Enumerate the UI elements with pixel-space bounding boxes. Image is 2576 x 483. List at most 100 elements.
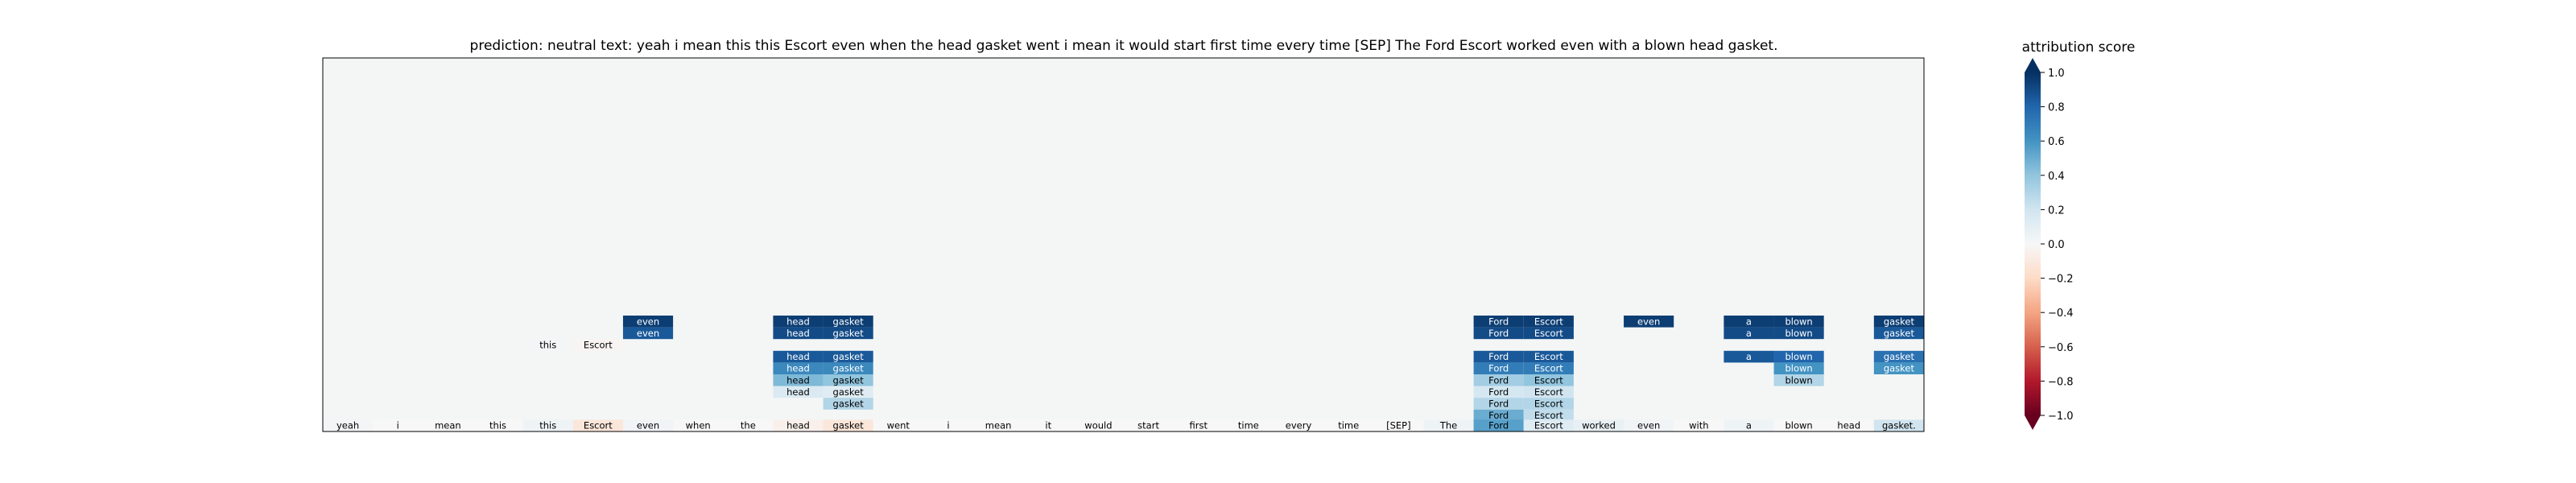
token-axis-label: time — [1238, 420, 1259, 431]
attribution-label: blown — [1785, 363, 1812, 374]
token-axis-label: time — [1338, 420, 1359, 431]
attribution-label: Ford — [1488, 386, 1509, 398]
colorbar-bottom-arrow — [2025, 415, 2041, 430]
attribution-cell — [1473, 386, 1524, 398]
token-axis-cell — [673, 419, 724, 431]
token-axis-label: i — [397, 420, 399, 431]
token-axis-label: Ford — [1488, 420, 1509, 431]
attribution-cell — [1873, 362, 1924, 374]
token-axis-label: [SEP] — [1386, 420, 1410, 431]
colorbar-gradient — [2025, 72, 2041, 415]
attribution-label: gasket — [833, 386, 865, 398]
attribution-label: Escort — [1534, 328, 1563, 339]
token-axis-cell — [1724, 419, 1774, 431]
token-axis-cell — [973, 419, 1024, 431]
attribution-cell — [773, 386, 824, 398]
token-axis-cell — [823, 419, 873, 431]
attribution-cell — [823, 362, 873, 374]
attribution-label: Escort — [1534, 398, 1563, 410]
attribution-cell — [622, 327, 674, 340]
attribution-label: gasket — [1884, 363, 1915, 374]
token-axis-label: blown — [1785, 420, 1812, 431]
colorbar-tick-label: 1.0 — [2048, 68, 2065, 80]
colorbar-ticks: 1.0 0.8 0.6 0.4 0.2 0.0 −0.2 −0.4 −0.6 −0.8 −1.0 — [2041, 68, 2074, 423]
token-axis-cell — [1223, 419, 1274, 431]
token-axis-cell — [323, 419, 374, 431]
chart-title: prediction: neutral text: yeah i mean th… — [470, 38, 1778, 54]
attribution-cell — [1473, 374, 1524, 386]
token-axis-label: yeah — [336, 420, 359, 431]
attribution-label: gasket — [1884, 351, 1915, 362]
attribution-cell — [823, 327, 873, 340]
attribution-cell — [522, 339, 573, 351]
attribution-cell — [773, 327, 824, 340]
colorbar-tick-label: −0.6 — [2048, 342, 2074, 354]
heatmap-axes: even head gasket Ford Escort even a blown gasket… — [322, 57, 1925, 432]
token-axis-cell — [473, 419, 523, 431]
token-axis-label: Escort — [1534, 420, 1563, 431]
attribution-cell — [1523, 374, 1574, 386]
attribution-cell — [773, 362, 824, 374]
attribution-label: head — [786, 351, 810, 362]
attribution-label: Escort — [1534, 316, 1563, 327]
attribution-cell — [1473, 398, 1524, 410]
axes-frame — [322, 57, 1925, 432]
attribution-label: Ford — [1488, 374, 1509, 386]
token-axis-label: Escort — [584, 420, 613, 431]
token-axis-label: worked — [1582, 420, 1616, 431]
token-axis-label: even — [637, 420, 659, 431]
attribution-label: Ford — [1488, 363, 1509, 374]
attribution-cell — [1523, 409, 1574, 422]
attribution-cell — [1473, 350, 1524, 363]
attribution-cell — [823, 316, 873, 328]
colorbar-tick-label: −1.0 — [2048, 411, 2074, 423]
token-axis-label: start — [1137, 420, 1159, 431]
colorbar-top-arrow — [2025, 58, 2041, 72]
token-axis-label: this — [539, 420, 556, 431]
attribution-cell — [1523, 327, 1574, 340]
attribution-cell — [773, 350, 824, 363]
attribution-cell — [1473, 362, 1524, 374]
attribution-cell — [1523, 362, 1574, 374]
attribution-label: gasket — [833, 316, 865, 327]
token-axis-cell — [1323, 419, 1374, 431]
attribution-label: Escort — [584, 340, 613, 351]
attribution-label: Escort — [1534, 351, 1563, 362]
attribution-cell — [1473, 316, 1524, 328]
token-axis-cell — [1823, 419, 1874, 431]
colorbar-tick-label: −0.4 — [2048, 308, 2074, 320]
token-axis-label: it — [1045, 420, 1051, 431]
token-axis-label: i — [947, 420, 949, 431]
token-axis-label: first — [1189, 420, 1208, 431]
attribution-label: a — [1746, 351, 1752, 362]
attribution-label: gasket — [833, 328, 865, 339]
attribution-cell — [572, 339, 623, 351]
attribution-label: Escort — [1534, 374, 1563, 386]
attribution-cell — [1523, 350, 1574, 363]
attribution-label: head — [786, 316, 810, 327]
colorbar-tick-label: 0.4 — [2048, 171, 2065, 183]
attribution-label: even — [637, 328, 659, 339]
attribution-cell — [773, 316, 824, 328]
token-axis-cell — [522, 419, 573, 431]
attribution-label: gasket — [1884, 316, 1915, 327]
token-axis-cell — [1624, 419, 1674, 431]
token-axis-label: even — [1637, 420, 1660, 431]
attribution-cell — [1773, 362, 1824, 374]
token-axis-cell — [1674, 419, 1724, 431]
token-axis-label: gasket. — [1882, 420, 1916, 431]
token-axis-cell — [622, 419, 674, 431]
token-axis-cell — [1423, 419, 1474, 431]
token-axis-label: mean — [985, 420, 1012, 431]
colorbar-tick-label: 0.8 — [2048, 102, 2065, 114]
attribution-label: head — [786, 374, 810, 386]
attribution-cell — [1523, 386, 1574, 398]
attribution-label: even — [637, 316, 659, 327]
attribution-label: a — [1746, 316, 1752, 327]
token-axis-cell — [723, 419, 774, 431]
attribution-label: gasket — [1884, 328, 1915, 339]
axes-background — [323, 58, 1924, 431]
attribution-label: Ford — [1488, 351, 1509, 362]
token-axis-label: went — [887, 420, 910, 431]
